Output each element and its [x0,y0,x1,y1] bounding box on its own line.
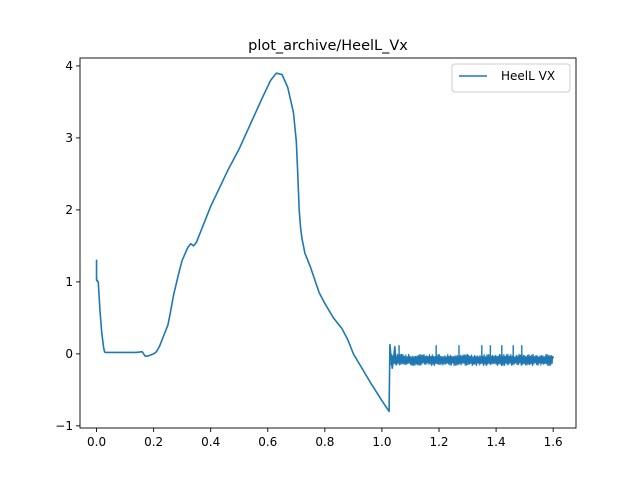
x-tick-label: 1.4 [487,435,506,449]
y-tick-label: 4 [65,59,73,73]
legend-label-heell-vx: HeelL VX [501,69,555,83]
plot-area-frame [79,57,577,429]
x-axis-ticks: 0.0 0.2 0.4 0.6 0.8 1.0 1.2 1.4 1.6 [87,428,563,449]
y-tick-label: 3 [65,131,73,145]
y-tick-label: 0 [65,347,73,361]
series-layer [95,72,554,413]
y-tick-label: −1 [55,419,73,433]
x-tick-label: 0.6 [258,435,277,449]
x-tick-label: 0.0 [87,435,106,449]
legend-box [451,63,571,93]
x-tick-label: 0.4 [201,435,220,449]
x-tick-label: 1.6 [544,435,563,449]
legend: HeelL VX [451,63,571,93]
series-noise-band-heell-vx [390,353,554,367]
x-tick-label: 0.2 [144,435,163,449]
x-tick-label: 1.0 [372,435,391,449]
x-tick-label: 1.2 [429,435,448,449]
chart-title: plot_archive/HeelL_Vx [248,38,408,54]
y-tick-label: 2 [65,203,73,217]
x-tick-label: 0.8 [315,435,334,449]
y-axis-ticks: −1 0 1 2 3 4 [55,59,80,433]
y-tick-label: 1 [65,275,73,289]
